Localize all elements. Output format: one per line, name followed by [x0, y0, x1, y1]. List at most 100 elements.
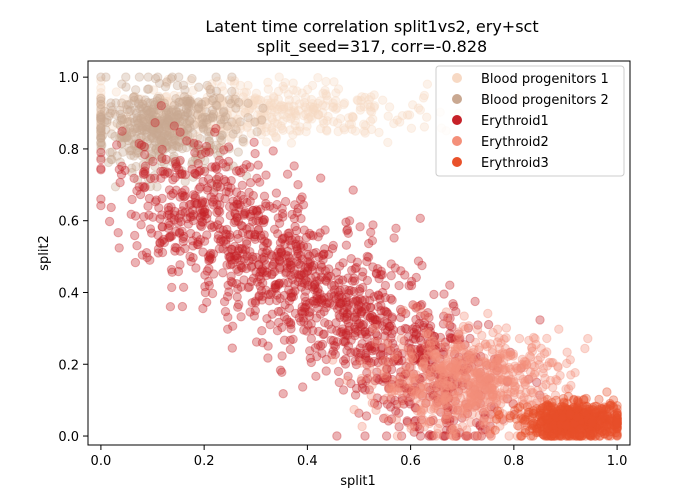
data-point — [152, 128, 162, 139]
data-point — [313, 110, 324, 120]
data-point — [250, 118, 260, 128]
data-point — [216, 235, 226, 245]
data-point — [233, 233, 244, 244]
data-point — [262, 119, 272, 129]
data-point — [303, 106, 313, 117]
data-point — [186, 114, 197, 124]
data-point — [241, 87, 252, 98]
data-point — [246, 103, 256, 113]
data-point — [148, 116, 158, 126]
data-point — [365, 106, 376, 116]
data-point — [175, 127, 185, 137]
data-point — [214, 93, 224, 104]
data-point — [385, 383, 395, 394]
data-point — [250, 148, 260, 159]
data-point — [273, 86, 284, 97]
data-point — [278, 110, 288, 120]
data-point — [145, 153, 155, 164]
data-point — [146, 124, 156, 134]
x-tick-label: 0.8 — [504, 454, 525, 469]
data-point — [375, 294, 385, 304]
data-point — [329, 77, 339, 87]
data-point — [198, 99, 209, 110]
data-point — [211, 113, 222, 124]
data-point — [322, 91, 332, 101]
data-point — [96, 110, 106, 120]
data-point — [254, 94, 264, 105]
data-point — [187, 105, 197, 115]
data-point — [365, 102, 375, 112]
data-point — [348, 112, 358, 123]
data-point — [355, 102, 366, 113]
data-point — [347, 111, 357, 122]
data-point — [192, 131, 203, 142]
data-point — [224, 95, 234, 105]
data-point — [245, 178, 256, 188]
data-point — [342, 224, 353, 235]
data-point — [143, 105, 154, 115]
data-point — [96, 107, 106, 118]
data-point — [236, 312, 246, 322]
data-point — [168, 122, 179, 133]
data-point — [583, 333, 593, 344]
data-point — [146, 107, 156, 118]
data-point — [268, 128, 279, 138]
data-point — [215, 94, 225, 105]
data-point — [172, 125, 183, 135]
data-point — [293, 180, 303, 190]
data-point — [129, 91, 140, 102]
data-point — [357, 92, 367, 102]
data-point — [273, 213, 283, 223]
data-point — [263, 84, 273, 94]
data-point — [183, 92, 193, 102]
data-point — [217, 94, 228, 105]
data-point — [151, 99, 161, 110]
data-point — [298, 110, 309, 121]
data-point — [252, 110, 263, 120]
data-point — [111, 98, 121, 108]
data-point — [96, 120, 106, 130]
data-point — [232, 119, 242, 129]
data-point — [231, 92, 241, 102]
data-point — [140, 182, 150, 192]
data-point — [335, 285, 345, 296]
data-point — [367, 380, 377, 390]
data-point — [242, 122, 252, 133]
data-point — [107, 155, 117, 165]
data-point — [277, 234, 287, 245]
data-point — [500, 383, 510, 394]
data-point — [156, 133, 167, 143]
data-point — [196, 107, 206, 118]
data-point — [292, 86, 302, 96]
data-point — [274, 279, 284, 289]
data-point — [222, 110, 233, 120]
data-point — [180, 85, 190, 95]
data-point — [458, 344, 468, 355]
data-point — [283, 102, 293, 112]
data-point — [574, 430, 584, 440]
data-point — [270, 107, 280, 117]
data-point — [181, 96, 191, 106]
data-point — [341, 328, 351, 338]
data-point — [96, 133, 106, 143]
data-point — [144, 210, 154, 220]
data-point — [360, 128, 370, 138]
data-point — [227, 109, 237, 120]
data-point — [216, 137, 226, 148]
data-point — [208, 94, 219, 104]
data-point — [243, 80, 253, 91]
data-point — [361, 411, 372, 421]
data-point — [364, 362, 375, 372]
data-point — [153, 127, 164, 138]
data-point — [250, 93, 260, 103]
data-point — [352, 257, 363, 267]
data-point — [146, 149, 157, 159]
data-point — [202, 80, 212, 91]
data-point — [107, 108, 117, 118]
data-point — [170, 156, 181, 167]
data-point — [126, 99, 136, 109]
data-point — [320, 225, 330, 235]
data-point — [227, 96, 237, 107]
data-point — [369, 101, 380, 111]
data-point — [155, 94, 166, 105]
